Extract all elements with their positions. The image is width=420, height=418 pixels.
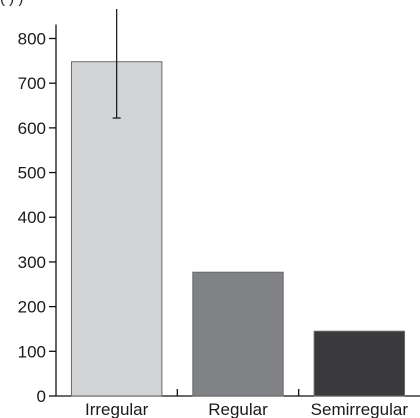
y-tick-label: 600 [18,119,46,138]
y-tick-label: 0 [37,387,46,406]
y-tick-label: 500 [18,164,46,183]
bar-regular [192,271,284,397]
x-category-label: Semirregular [311,400,409,418]
y-tick-label: 200 [18,298,46,317]
cropped-caption-text: ( ) ) [0,0,420,7]
y-tick-label: 300 [18,253,46,272]
category-labels: Irregular Regular Semirregular [85,400,408,418]
y-tick-label: 700 [18,74,46,93]
bars-group [70,61,406,397]
y-tick-label: 400 [18,208,46,227]
y-axis: 0 100 200 300 400 500 600 700 800 [18,24,57,406]
error-bars-group [112,9,121,119]
y-tick-label: 800 [18,29,46,48]
bar-semirregular [313,330,406,397]
x-category-label: Irregular [85,400,149,418]
x-category-label: Regular [208,400,268,418]
y-tick-label: 100 [18,342,46,361]
